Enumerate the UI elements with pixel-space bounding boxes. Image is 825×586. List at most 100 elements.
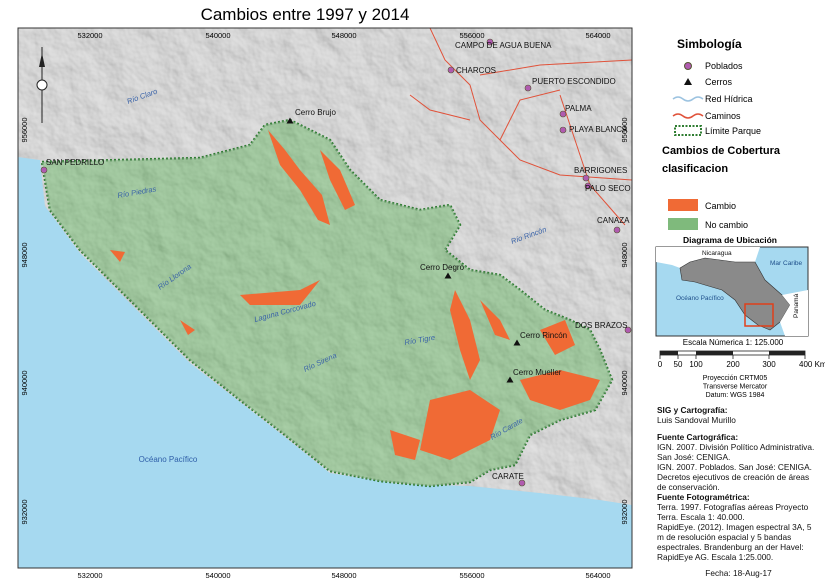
inset-label: Mar Caribe bbox=[770, 260, 803, 267]
north-arrow bbox=[36, 47, 48, 123]
place-marker bbox=[584, 182, 592, 190]
credits-heading: Fuente Cartográfica: bbox=[657, 432, 739, 442]
coord-label-left: 948000 bbox=[20, 242, 29, 267]
peak-marker bbox=[444, 272, 452, 279]
coord-label-left: 940000 bbox=[20, 370, 29, 395]
map-title: Cambios entre 1997 y 2014 bbox=[201, 5, 410, 24]
place-label: CANAZA bbox=[597, 216, 630, 225]
place-marker bbox=[447, 66, 455, 74]
legend-symbol-cerros bbox=[684, 78, 692, 85]
legend-symbol-park bbox=[674, 125, 702, 136]
coord-label-bottom: 540000 bbox=[205, 571, 230, 580]
place-label: DOS BRAZOS bbox=[575, 321, 627, 330]
legend-label: Red Hídrica bbox=[705, 94, 753, 104]
credits-text: RapidEye. (2012). Imagen espectral 3A, 5… bbox=[657, 522, 812, 562]
place-marker bbox=[518, 479, 526, 487]
north-arrow-circle bbox=[36, 79, 48, 91]
change-patch bbox=[268, 130, 330, 225]
inset-label: Panamá bbox=[793, 293, 800, 318]
inset-panama bbox=[780, 290, 808, 336]
place-label: BARRIGONES bbox=[574, 166, 627, 175]
legend-swatch-nochange bbox=[668, 218, 698, 230]
inset-title: Diagrama de Ubicación bbox=[683, 235, 777, 245]
coord-label-right: 940000 bbox=[620, 370, 629, 395]
scale-label: 50 bbox=[674, 360, 683, 369]
coord-label-bottom: 564000 bbox=[585, 571, 610, 580]
credits-text: Decretos ejecutivos de creación de áreas… bbox=[657, 472, 810, 492]
peak-label: Cerro Degro bbox=[420, 263, 465, 272]
legend-label: Límite Parque bbox=[705, 126, 761, 136]
legend-symbol-roads bbox=[672, 113, 704, 119]
change-patch bbox=[540, 320, 575, 355]
scale-bar-fill bbox=[696, 351, 733, 355]
change-patch bbox=[520, 370, 600, 410]
scale-bar-fill bbox=[660, 351, 678, 355]
coord-label-top: 564000 bbox=[585, 31, 610, 40]
place-label: PUERTO ESCONDIDO bbox=[532, 77, 616, 86]
credits-text: Terra. 1997. Fotografías aéreas Proyecto… bbox=[657, 502, 809, 522]
place-marker bbox=[486, 38, 494, 46]
legend-symbol-rivers bbox=[672, 96, 704, 102]
inset-costa-rica bbox=[679, 257, 791, 331]
coord-label-left: 956000 bbox=[20, 117, 29, 142]
credits-heading: SIG y Cartografía: bbox=[657, 405, 728, 415]
coord-label-bottom: 556000 bbox=[459, 571, 484, 580]
peak-marker bbox=[513, 339, 521, 346]
place-label: PALMA bbox=[565, 104, 592, 113]
legend-swatch-change bbox=[668, 199, 698, 211]
sea-label: Océano Pacífico bbox=[139, 455, 198, 464]
credits-heading: Fuente Fotogramétrica: bbox=[657, 492, 750, 502]
change-patch bbox=[180, 320, 195, 335]
legend-label: Poblados bbox=[705, 61, 743, 71]
change-patch bbox=[320, 150, 355, 210]
place-label: SAN PEDRILLO bbox=[46, 158, 104, 167]
coverage-label: Cambio bbox=[705, 201, 736, 211]
inset-nicaragua bbox=[656, 247, 760, 268]
north-arrow-head bbox=[39, 53, 45, 67]
place-label: CAMPO DE AGUA BUENA bbox=[455, 41, 552, 50]
coord-label-top: 532000 bbox=[77, 31, 102, 40]
coord-label-top: 556000 bbox=[459, 31, 484, 40]
coverage-subtitle: clasificacion bbox=[662, 163, 728, 175]
credits-text: IGN. 2007. Poblados. San José: CENIGA. bbox=[657, 462, 812, 472]
projection-text: Proyección CRTM05 bbox=[703, 375, 768, 382]
peak-marker bbox=[506, 376, 514, 383]
coord-label-top: 548000 bbox=[331, 31, 356, 40]
legend-label: Caminos bbox=[705, 111, 741, 121]
coord-label-top: 540000 bbox=[205, 31, 230, 40]
change-patch bbox=[420, 390, 500, 460]
place-marker bbox=[624, 326, 632, 334]
inset-label: Nicaragua bbox=[702, 250, 732, 257]
coverage-title: Cambios de Cobertura bbox=[662, 145, 781, 157]
coord-label-right: 948000 bbox=[620, 242, 629, 267]
coord-label-left: 932000 bbox=[20, 499, 29, 524]
credits-text: IGN. 2007. División Político Administrat… bbox=[657, 442, 815, 462]
change-patch bbox=[240, 280, 320, 305]
coord-label-right: 932000 bbox=[620, 499, 629, 524]
credits-text: Luis Sandoval Murillo bbox=[657, 415, 736, 425]
coord-label-right: 956000 bbox=[620, 117, 629, 142]
place-label: CARATE bbox=[492, 472, 524, 481]
peak-label: Cerro Rincón bbox=[520, 331, 567, 340]
scale-bar-fill bbox=[769, 351, 805, 355]
place-marker bbox=[559, 110, 567, 118]
coverage-label: No cambio bbox=[705, 220, 748, 230]
map-body bbox=[18, 28, 632, 568]
inset-locator bbox=[744, 303, 774, 327]
change-patches bbox=[110, 130, 600, 460]
scale-text: Escala Númerica 1: 125.000 bbox=[683, 338, 784, 347]
scale-label: 100 bbox=[689, 360, 703, 369]
place-label: CHARCOS bbox=[456, 66, 496, 75]
scale-label: 400 Km bbox=[799, 360, 825, 369]
peak-label: Cerro Mueller bbox=[513, 368, 562, 377]
legend-title: Simbología bbox=[677, 37, 742, 51]
legend-label: Cerros bbox=[705, 77, 733, 87]
scale-label: 0 bbox=[658, 360, 663, 369]
projection-text: Datum: WGS 1984 bbox=[706, 392, 765, 399]
peak-label: Cerro Brujo bbox=[295, 108, 336, 117]
change-patch bbox=[110, 250, 125, 262]
credits: SIG y Cartografía: Luis Sandoval Murillo… bbox=[657, 405, 820, 578]
change-patch bbox=[480, 300, 510, 340]
